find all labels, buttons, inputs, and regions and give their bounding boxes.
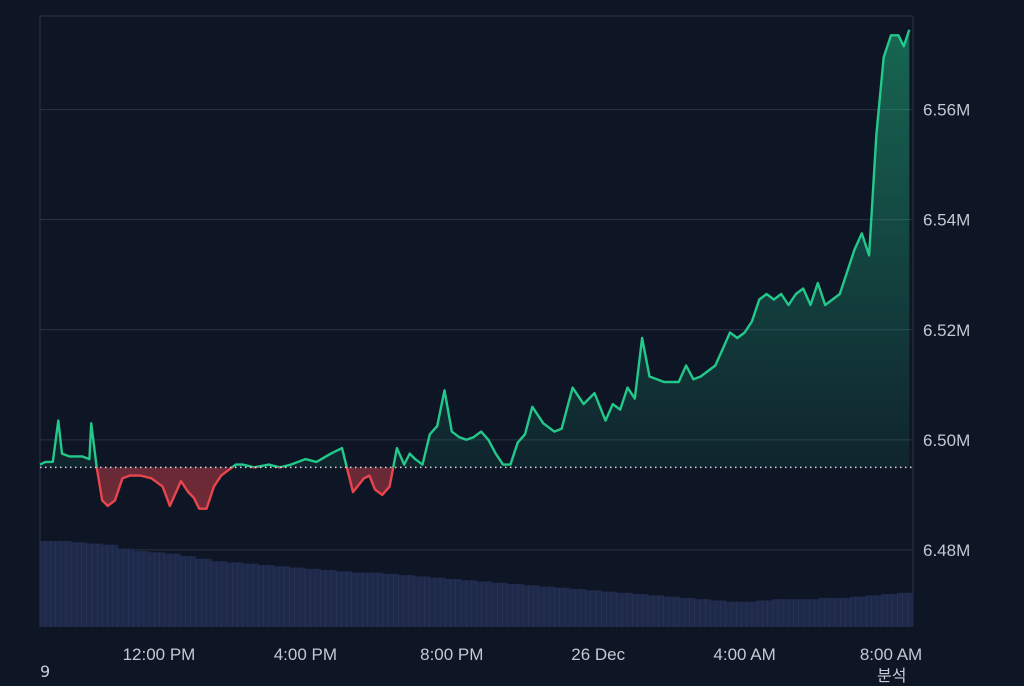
price-line-layer	[39, 29, 911, 510]
volume-bar	[523, 585, 540, 627]
volume-bar	[476, 581, 493, 627]
volume-bar	[585, 590, 602, 627]
y-tick-label: 6.50M	[923, 431, 970, 450]
volume-bar	[647, 595, 664, 627]
volume-bar	[570, 589, 586, 627]
volume-bar	[803, 599, 820, 627]
y-tick-label: 6.48M	[923, 541, 970, 560]
volume-bar	[710, 600, 727, 627]
volume-bar	[351, 572, 368, 627]
area-fill-down	[96, 467, 394, 509]
x-tick-label: 4:00 AM	[713, 645, 775, 664]
x-tick-label: 8:00 PM	[420, 645, 483, 664]
x-tick-label: 8:00 AM	[860, 645, 922, 664]
area-fill-up	[40, 29, 910, 468]
bottom-right-label: 분석	[877, 666, 907, 685]
volume-bar	[492, 582, 508, 627]
volume-bar	[429, 577, 446, 627]
volume-bar	[819, 597, 836, 627]
axis-labels-layer: 6.48M 6.50M 6.52M 6.54M 6.56M 12:00 PM 4:00 PM…	[123, 101, 971, 664]
volume-bar	[897, 592, 914, 627]
volume-bar	[788, 599, 805, 627]
volume-bar	[242, 563, 259, 627]
volume-bar	[258, 565, 275, 627]
volume-bar	[180, 556, 197, 627]
price-line-up	[39, 29, 911, 468]
volume-bar	[273, 566, 290, 627]
bottom-left-label: 9	[40, 662, 51, 681]
volume-bar	[382, 573, 399, 627]
x-tick-label: 26 Dec	[571, 645, 625, 664]
volume-bar	[694, 599, 711, 627]
volume-bar	[102, 544, 119, 627]
y-tick-label: 6.56M	[923, 101, 970, 120]
volume-bar	[616, 592, 633, 627]
volume-bar	[835, 597, 851, 627]
volume-bar	[211, 561, 228, 627]
volume-bar	[398, 575, 415, 627]
volume-bar	[336, 571, 353, 627]
volume-bar	[305, 568, 321, 627]
volume-bar	[663, 596, 680, 627]
volume-bar	[164, 553, 181, 627]
volume-bar	[149, 552, 166, 627]
volume-bar	[117, 548, 134, 627]
volume-bar	[40, 541, 56, 627]
volume-bar	[445, 578, 462, 627]
volume-bar	[632, 594, 649, 627]
area-fill-layer	[40, 29, 910, 509]
volume-bar	[320, 570, 337, 627]
x-tick-label: 4:00 PM	[274, 645, 337, 664]
volume-bar	[554, 587, 571, 627]
volume-bar	[866, 595, 883, 627]
volume-bar	[55, 541, 72, 627]
y-tick-label: 6.54M	[923, 211, 970, 230]
volume-bar	[741, 601, 758, 627]
volume-bar	[367, 572, 384, 627]
volume-bar	[772, 599, 789, 627]
volume-bar	[881, 594, 898, 627]
volume-bar	[133, 551, 150, 627]
y-tick-label: 6.52M	[923, 321, 970, 340]
volume-bar	[414, 576, 431, 627]
volume-bar	[289, 567, 306, 627]
volume-bar	[460, 580, 477, 627]
volume-bars	[39, 541, 914, 627]
volume-bar	[538, 586, 555, 627]
volume-bar	[850, 596, 867, 627]
volume-bar	[725, 601, 742, 627]
volume-bar	[679, 597, 696, 627]
volume-bar	[757, 600, 773, 627]
volume-bar	[71, 542, 88, 627]
volume-bar	[507, 584, 524, 627]
volume-bar	[227, 562, 243, 627]
volume-bar	[86, 543, 103, 627]
x-tick-label: 12:00 PM	[123, 645, 196, 664]
price-line-down	[95, 467, 395, 510]
volume-bar	[601, 591, 618, 627]
volume-bar	[195, 558, 212, 627]
